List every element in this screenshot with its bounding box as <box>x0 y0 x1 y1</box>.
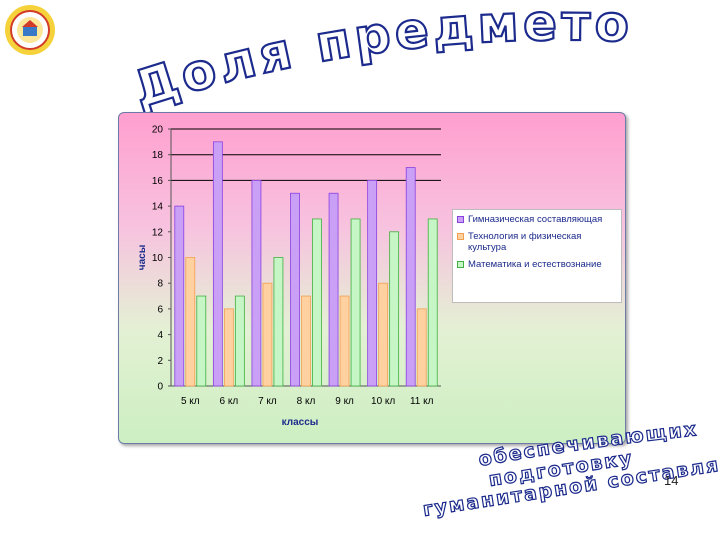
bar <box>339 295 350 387</box>
bar <box>290 192 300 387</box>
y-tick-label: 12 <box>152 227 164 238</box>
legend-label: Гимназическая составляющая <box>468 214 603 225</box>
bar <box>223 308 234 387</box>
legend-item: Математика и естествознание <box>457 259 617 270</box>
y-tick-label: 10 <box>152 253 164 264</box>
y-tick-label: 18 <box>152 150 164 161</box>
x-tick-label: 6 кл <box>220 396 239 407</box>
y-tick-label: 0 <box>157 382 163 393</box>
legend-swatch <box>457 261 464 268</box>
bar <box>185 257 196 387</box>
x-tick-label: 9 кл <box>335 396 354 407</box>
legend-label: Технология и физическая культура <box>468 231 582 253</box>
school-emblem-logo <box>5 5 55 55</box>
bar <box>174 205 185 387</box>
bar <box>416 308 427 387</box>
x-axis-title: классы <box>282 417 319 428</box>
y-tick-label: 16 <box>152 176 164 187</box>
page-number: 14 <box>664 473 679 488</box>
x-tick-label: 8 кл <box>297 396 316 407</box>
y-tick-label: 14 <box>152 202 164 213</box>
slide-title-graphic: Доля предметов, <box>0 0 634 120</box>
y-tick-label: 4 <box>157 330 163 341</box>
y-tick-label: 20 <box>152 125 164 136</box>
y-tick-label: 8 <box>157 279 163 290</box>
chart-legend: Гимназическая составляющая Технология и ф… <box>452 209 622 303</box>
bar <box>273 257 284 387</box>
bar <box>301 295 311 387</box>
bar <box>427 218 438 387</box>
bar <box>212 141 223 387</box>
bar <box>367 180 378 387</box>
bar <box>405 167 416 387</box>
bar <box>378 282 389 387</box>
legend-swatch <box>457 233 464 240</box>
bar <box>389 231 400 387</box>
bar <box>328 192 339 387</box>
bar <box>196 295 207 387</box>
x-tick-label: 11 кл <box>410 396 434 407</box>
x-tick-label: 7 кл <box>258 396 277 407</box>
y-axis-title: часы <box>137 245 148 270</box>
x-tick-label: 10 кл <box>371 396 395 407</box>
legend-item: Гимназическая составляющая <box>457 214 617 225</box>
chart-panel: 0 2 4 6 8 10 12 14 16 18 20 5 кл 6 кл 7 кл 8 кл 9 кл 10 … <box>118 112 626 444</box>
y-tick-label: 2 <box>157 356 163 367</box>
bar <box>251 180 262 387</box>
legend-label: Математика и естествознание <box>468 259 602 270</box>
bar <box>312 218 322 387</box>
x-tick-label: 5 кл <box>181 396 200 407</box>
y-tick-label: 6 <box>157 304 163 315</box>
legend-swatch <box>457 216 464 223</box>
slide-title-text: Доля предметов, <box>0 0 631 120</box>
bar <box>350 218 361 387</box>
slide-title: Доля предметов, <box>0 0 634 119</box>
bar <box>262 282 273 387</box>
bar-chart: 0 2 4 6 8 10 12 14 16 18 20 5 кл 6 кл 7 кл 8 кл 9 кл 10 … <box>137 125 441 428</box>
legend-item: Технология и физическая культура <box>457 231 617 253</box>
emblem-sun-rays-icon <box>5 5 55 55</box>
bar <box>234 295 245 387</box>
